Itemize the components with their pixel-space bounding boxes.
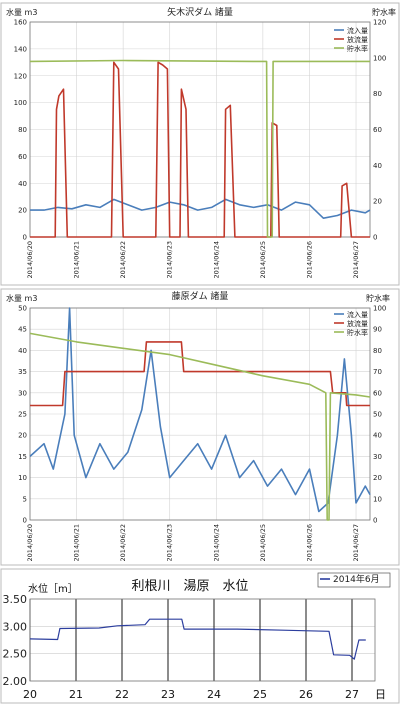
chart-yagisawa: 矢木沢ダム 諸量 水量 m3 貯水率 0 20 40 60 80 100 120 140 160… [0, 2, 400, 286]
legend-label: 流入量 [347, 310, 368, 319]
y-tick-label-right: 40 [373, 432, 382, 440]
chart-yubara-water-level: 利根川 湯原 水位 水位［m］ 2.00 2.50 3.00 3.50 20 21 22 23… [0, 568, 400, 704]
y-axis-label-left: 水量 m3 [6, 7, 37, 17]
x-tick-label: 2014/06/27 [352, 524, 360, 561]
y-tick-label-right: 80 [373, 90, 382, 98]
y-tick-label-left: 10 [18, 474, 27, 482]
series-line-放流量 [30, 61, 370, 238]
x-tick-label: 2014/06/20 [26, 524, 34, 561]
x-tick-label: 22 [115, 688, 129, 701]
y-tick-label-left: 20 [18, 432, 27, 440]
series-line-貯水率 [29, 332, 371, 521]
y-tick-label-left: 80 [18, 126, 27, 134]
y-tick-label-left: 3.00 [3, 620, 28, 633]
y-tick-label-right: 30 [373, 453, 382, 461]
y-tick-label-left: 15 [18, 453, 27, 461]
y-tick-label-left: 20 [18, 207, 27, 215]
series-line-2014年6月 [29, 618, 366, 660]
legend: 2014年6月 [317, 572, 391, 588]
y-tick-label-right: 70 [373, 368, 382, 376]
y-axis-label-right: 貯水率 [366, 293, 390, 303]
legend-label: 貯水率 [347, 328, 368, 337]
y-tick-label-left: 45 [18, 326, 27, 334]
x-tick-label: 27 [345, 688, 359, 701]
x-tick-label: 2014/06/22 [119, 241, 127, 278]
series-line-流入量 [30, 198, 371, 219]
y-tick-label-right: 0 [373, 517, 377, 525]
y-tick-label-left: 0 [23, 234, 27, 242]
legend-label: 放流量 [347, 35, 368, 44]
y-tick-label-right: 40 [373, 162, 382, 170]
y-tick-label-right: 20 [373, 474, 382, 482]
x-tick-label: 2014/06/25 [259, 524, 267, 561]
x-tick-label: 2014/06/20 [26, 241, 34, 278]
legend-label: 流入量 [347, 26, 368, 35]
x-tick-label: 2014/06/24 [212, 524, 220, 561]
chart-title: 藤原ダム 諸量 [172, 290, 229, 302]
chart-title: 利根川 湯原 水位 [131, 579, 248, 594]
y-tick-label-right: 90 [373, 326, 382, 334]
y-tick-label-left: 60 [18, 153, 27, 161]
y-axis-label-left: 水位［m］ [28, 582, 78, 595]
legend-label: 2014年6月 [333, 573, 380, 585]
y-tick-label-right: 10 [373, 495, 382, 503]
y-tick-label-right: 120 [373, 19, 386, 27]
x-tick-label: 26 [299, 688, 313, 701]
y-tick-label-right: 60 [373, 126, 382, 134]
y-tick-label-left: 35 [18, 368, 27, 376]
chart-fujiwara: 藤原ダム 諸量 水量 m3 貯水率 0 5 10 15 20 25 30 35 40 45 50 0 1… [0, 288, 400, 566]
x-tick-label: 23 [161, 688, 175, 701]
x-tick-label: 21 [69, 688, 83, 701]
series-line-貯水率 [29, 59, 370, 238]
y-tick-label-left: 40 [18, 180, 27, 188]
x-tick-label: 2014/06/27 [352, 241, 360, 278]
x-tick-label: 2014/06/26 [305, 241, 313, 278]
x-tick-label: 2014/06/24 [212, 241, 220, 278]
y-tick-label-left: 5 [23, 495, 27, 503]
y-tick-label-left: 3.50 [3, 593, 28, 606]
y-tick-label-left: 50 [18, 305, 27, 313]
x-axis-unit: 日 [375, 688, 386, 701]
y-tick-label-left: 2.00 [3, 675, 28, 688]
x-tick-label: 2014/06/23 [166, 241, 174, 278]
x-tick-label: 20 [23, 688, 37, 701]
plot-area [29, 307, 371, 521]
y-tick-label-right: 60 [373, 389, 382, 397]
x-tick-label: 25 [253, 688, 267, 701]
x-tick-label: 2014/06/26 [305, 524, 313, 561]
x-tick-label: 24 [207, 688, 221, 701]
y-tick-label-left: 140 [14, 45, 27, 53]
y-tick-label-right: 20 [373, 198, 382, 206]
y-tick-label-left: 160 [14, 19, 27, 27]
legend-label: 放流量 [347, 319, 368, 328]
y-tick-label-left: 0 [23, 517, 27, 525]
series-line-流入量 [29, 307, 371, 513]
y-tick-label-left: 30 [18, 389, 27, 397]
legend-label: 貯水率 [347, 44, 368, 53]
legend-box [317, 572, 391, 588]
y-tick-label-right: 0 [373, 234, 377, 242]
x-tick-label: 2014/06/23 [166, 524, 174, 561]
y-tick-label-right: 100 [373, 54, 386, 62]
y-tick-label-left: 40 [18, 347, 27, 355]
y-tick-label-right: 50 [373, 411, 382, 419]
plot-area [29, 598, 376, 682]
x-tick-label: 2014/06/22 [119, 524, 127, 561]
y-tick-label-left: 25 [18, 411, 27, 419]
y-tick-label-left: 120 [14, 72, 27, 80]
x-tick-label: 2014/06/21 [73, 241, 81, 278]
y-tick-label-right: 80 [373, 347, 382, 355]
x-tick-label: 2014/06/21 [73, 524, 81, 561]
y-tick-label-left: 2.50 [3, 648, 28, 661]
y-tick-label-left: 100 [14, 99, 27, 107]
y-axis-label-left: 水量 m3 [6, 293, 37, 303]
y-axis-label-right: 貯水率 [372, 7, 396, 17]
x-tick-label: 2014/06/25 [259, 241, 267, 278]
y-tick-label-right: 100 [373, 305, 386, 313]
chart-title: 矢木沢ダム 諸量 [167, 6, 233, 18]
